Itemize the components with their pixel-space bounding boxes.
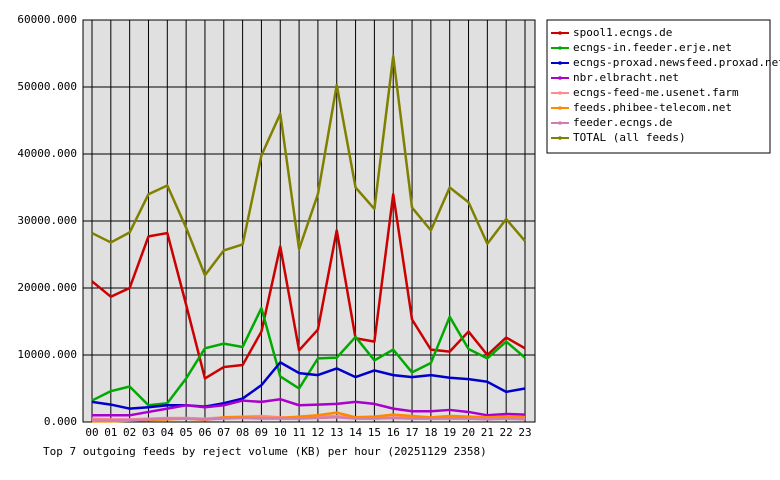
legend-marker <box>558 91 562 95</box>
x-tick-label: 07 <box>217 426 230 439</box>
x-tick-label: 11 <box>292 426 305 439</box>
y-tick-label: 60000.000 <box>17 13 77 26</box>
series-line <box>92 416 526 422</box>
x-tick-label: 10 <box>274 426 287 439</box>
x-tick-label: 18 <box>424 426 437 439</box>
x-tick-label: 15 <box>368 426 381 439</box>
x-tick-label: 13 <box>330 426 343 439</box>
legend-marker <box>558 106 562 110</box>
x-tick-label: 14 <box>349 426 363 439</box>
x-tick-label: 06 <box>198 426 211 439</box>
y-tick-label: 10000.000 <box>17 348 77 361</box>
legend-marker <box>558 136 562 140</box>
x-tick-label: 20 <box>462 426 475 439</box>
y-tick-label: 40000.000 <box>17 147 77 160</box>
x-tick-label: 21 <box>481 426 494 439</box>
x-tick-label: 17 <box>405 426 418 439</box>
x-tick-label: 22 <box>500 426 513 439</box>
legend-marker <box>558 61 562 65</box>
x-tick-label: 16 <box>387 426 400 439</box>
legend-label: ecngs-feed-me.usenet.farm <box>573 86 739 99</box>
legend-marker <box>558 46 562 50</box>
x-tick-label: 04 <box>161 426 175 439</box>
series-line <box>91 192 526 380</box>
legend-box <box>546 19 771 154</box>
x-tick-label: 05 <box>180 426 193 439</box>
x-tick-label: 19 <box>443 426 456 439</box>
series-line <box>91 361 526 410</box>
y-tick-label: 0.000 <box>44 415 77 428</box>
x-tick-label: 12 <box>311 426 324 439</box>
y-tick-label: 20000.000 <box>17 281 77 294</box>
chart-title: Top 7 outgoing feeds by reject volume (K… <box>43 445 487 458</box>
y-tick-label: 30000.000 <box>17 214 77 227</box>
legend-label: nbr.elbracht.net <box>573 71 679 84</box>
x-tick-label: 01 <box>104 426 117 439</box>
legend-label: feeder.ecngs.de <box>573 116 672 129</box>
y-tick-label: 50000.000 <box>17 80 77 93</box>
series-line <box>92 397 526 417</box>
legend-marker <box>558 31 562 35</box>
x-tick-label: 03 <box>142 426 155 439</box>
legend-marker <box>558 121 562 125</box>
legend-label: ecngs-in.feeder.erje.net <box>573 41 732 54</box>
x-tick-label: 00 <box>85 426 98 439</box>
legend-label: ecngs-proxad.newsfeed.proxad.net <box>573 56 780 69</box>
legend-marker <box>558 76 562 80</box>
x-tick-label: 09 <box>255 426 268 439</box>
legend-label: spool1.ecngs.de <box>573 26 672 39</box>
x-tick-label: 23 <box>518 426 531 439</box>
legend-label: feeds.phibee-telecom.net <box>573 101 732 114</box>
x-tick-label: 02 <box>123 426 136 439</box>
x-tick-label: 08 <box>236 426 249 439</box>
series-line <box>91 54 526 277</box>
legend-label: TOTAL (all feeds) <box>573 131 686 144</box>
